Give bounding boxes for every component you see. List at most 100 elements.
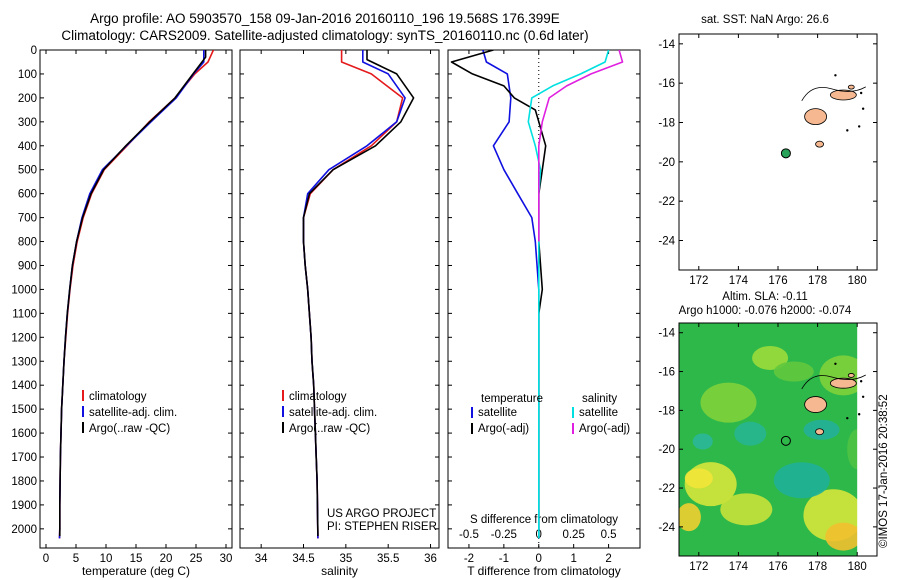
island-vanua-levu-shape bbox=[829, 377, 857, 389]
temperature-xtick-label: 0 bbox=[43, 553, 49, 565]
sla-field-patch bbox=[734, 421, 767, 446]
sst-lon-tick-label: 178 bbox=[808, 275, 827, 287]
diff-legend-header-salinity: salinity bbox=[582, 393, 617, 405]
depth-tick-label: 1100 bbox=[12, 308, 37, 320]
island-taveuni-shape bbox=[847, 84, 855, 90]
depth-tick-label: 2000 bbox=[11, 524, 37, 536]
chart-title-line1: Argo profile: AO 5903570_158 09-Jan-2016… bbox=[90, 11, 560, 26]
difference-xtick-label: -1 bbox=[499, 553, 509, 565]
salinity-diff-tick-label: 0.5 bbox=[601, 529, 617, 541]
sst-lat-tick-label: -22 bbox=[658, 196, 675, 208]
difference-series-salinity-argo-adj- bbox=[537, 50, 624, 242]
sla-lat-tick-label: -20 bbox=[658, 444, 675, 456]
sla-field-patch bbox=[692, 433, 713, 450]
diff-legend-label: satellite bbox=[478, 407, 517, 419]
sst-lat-tick-label: -16 bbox=[658, 78, 675, 90]
sla-field-patch bbox=[720, 493, 773, 526]
salinity-xtick-label: 36 bbox=[424, 553, 437, 565]
sla-map: 172 174 176 178 180 -14 -16 -18 -20 -22 -24 bbox=[658, 322, 878, 573]
temperature-legend-label: Argo(..raw -QC) bbox=[89, 423, 170, 435]
islet-marker bbox=[859, 91, 863, 95]
depth-tick-label: 900 bbox=[18, 260, 37, 272]
salinity-diff-axis-label: S difference from climatology bbox=[470, 514, 618, 526]
sst-float-position-marker bbox=[780, 148, 791, 159]
difference-series-temperature-satellite bbox=[482, 50, 540, 539]
salinity-diff-tick-label: -0.5 bbox=[459, 529, 479, 541]
sst-lat-tick-label: -14 bbox=[658, 39, 675, 51]
sla-field-patch bbox=[773, 361, 814, 382]
sla-lat-tick-label: -14 bbox=[658, 328, 675, 340]
salinity-legend-label: climatology bbox=[289, 391, 347, 403]
sla-lon-tick-label: 180 bbox=[848, 561, 867, 573]
depth-tick-label: 1000 bbox=[11, 284, 37, 296]
sla-map-content bbox=[679, 323, 877, 556]
reef-outline-shape bbox=[801, 374, 866, 390]
salinity-xlabel: salinity bbox=[321, 564, 358, 578]
islet-marker bbox=[861, 107, 865, 110]
difference-xtick-label: 1 bbox=[570, 553, 576, 565]
island-kadavu-shape bbox=[815, 140, 824, 148]
sla-field-patch bbox=[773, 462, 830, 499]
temperature-xtick-label: 30 bbox=[220, 553, 233, 565]
islet-marker bbox=[857, 413, 861, 416]
sla-field-patch bbox=[700, 382, 757, 423]
diff-legend-label: Argo(-adj) bbox=[478, 423, 529, 435]
sla-lon-tick-label: 178 bbox=[808, 561, 827, 573]
temperature-xtick-label: 15 bbox=[130, 553, 143, 565]
temperature-legend-label: climatology bbox=[89, 391, 147, 403]
sla-lat-tick-label: -22 bbox=[658, 483, 675, 495]
temperature-xtick-label: 10 bbox=[100, 553, 113, 565]
island-viti-levu-shape bbox=[804, 396, 828, 413]
islet-marker bbox=[846, 129, 849, 132]
panel-temperature: 0100200300400500600700800900100011001200… bbox=[11, 45, 233, 578]
sst-lon-tick-label: 172 bbox=[689, 275, 708, 287]
depth-tick-label: 1900 bbox=[11, 500, 37, 512]
islet-marker bbox=[861, 395, 865, 398]
salinity-xtick-label: 35.5 bbox=[377, 553, 399, 565]
sla-field-patch bbox=[679, 503, 701, 532]
reef-outline-shape bbox=[801, 86, 866, 102]
sla-field-patch bbox=[684, 468, 713, 489]
depth-tick-label: 800 bbox=[18, 237, 37, 249]
island-viti-levu-shape bbox=[804, 108, 828, 125]
difference-xtick-label: 2 bbox=[605, 553, 611, 565]
diff-legend-header-temperature: temperature bbox=[481, 393, 543, 405]
island-kadavu-shape bbox=[815, 428, 824, 436]
sla-lat-tick-label: -24 bbox=[658, 522, 675, 534]
sla-lon-tick-label: 174 bbox=[729, 561, 749, 573]
island-vanua-levu-shape bbox=[829, 89, 857, 101]
temperature-series-group bbox=[58, 50, 215, 539]
sst-lat-tick-label: -24 bbox=[658, 236, 675, 248]
sla-lat-tick-label: -16 bbox=[658, 367, 675, 379]
sla-lat-tick-label: -18 bbox=[658, 405, 675, 417]
temperature-xlabel: temperature (deg C) bbox=[82, 564, 190, 578]
imos-credit: ©IMOS 17-Jan-2016 20:38:52 bbox=[878, 394, 890, 548]
depth-tick-label: 300 bbox=[18, 117, 37, 129]
islet-marker bbox=[857, 125, 861, 128]
temperature-xtick-label: 5 bbox=[73, 553, 79, 565]
difference-xtick-label: 0 bbox=[536, 553, 542, 565]
pi-credit: PI: STEPHEN RISER bbox=[327, 521, 437, 533]
sst-lon-tick-label: 176 bbox=[768, 275, 787, 287]
temperature-xtick-label: 20 bbox=[160, 553, 173, 565]
depth-tick-label: 1200 bbox=[11, 332, 37, 344]
difference-series-group bbox=[450, 50, 624, 539]
sla-field-patch bbox=[752, 345, 789, 370]
temperature-series-climatology bbox=[58, 50, 215, 539]
sst-lat-tick-label: -20 bbox=[658, 157, 675, 169]
sst-map-title: sat. SST: NaN Argo: 26.6 bbox=[701, 14, 829, 26]
islet-marker bbox=[834, 362, 837, 365]
sst-lon-tick-label: 174 bbox=[729, 275, 749, 287]
difference-xlabel: T difference from climatology bbox=[467, 564, 621, 578]
salinity-xtick-label: 35 bbox=[339, 553, 352, 565]
panel-difference: -2 -1 0 1 2T difference from climatology -0.5… bbox=[447, 49, 641, 578]
depth-tick-label: 500 bbox=[18, 165, 37, 177]
sst-lon-tick-label: 180 bbox=[848, 275, 867, 287]
sst-lat-tick-label: -18 bbox=[658, 118, 675, 130]
sst-map-content bbox=[780, 74, 866, 159]
depth-tick-label: 1700 bbox=[11, 452, 37, 464]
islet-marker bbox=[846, 416, 849, 420]
salinity-series-satellite-adj-clim- bbox=[302, 50, 406, 539]
salinity-series-climatology bbox=[302, 50, 404, 539]
